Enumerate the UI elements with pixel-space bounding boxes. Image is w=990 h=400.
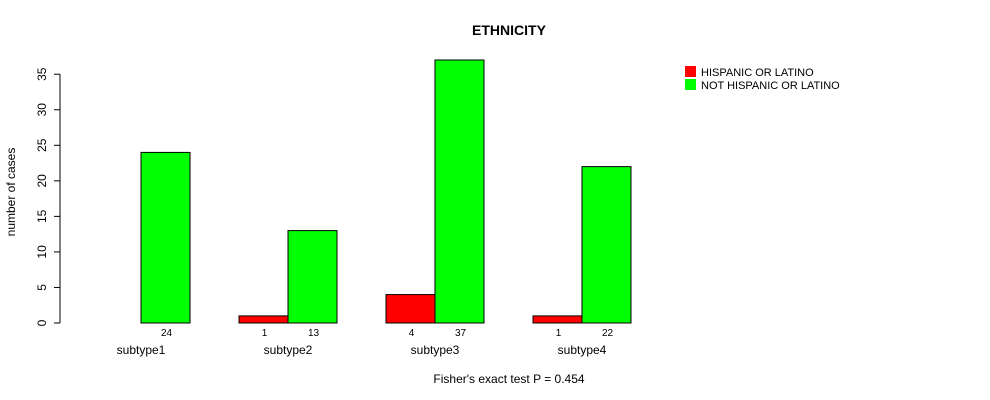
legend-swatch [685,79,696,90]
y-tick-label: 35 [35,67,49,81]
fisher-test-footnote: Fisher's exact test P = 0.454 [433,372,584,386]
bar-value-label: 1 [556,328,562,339]
y-axis: 0 5 10 15 20 25 30 35 [35,67,61,326]
y-tick-label: 15 [35,209,49,223]
bar-value-label: 22 [602,328,614,339]
legend-swatch [685,66,696,77]
bar-value-label: 13 [308,328,320,339]
category-labels-group: subtype1 subtype2 subtype3 subtype4 [117,343,607,357]
bar-subtype1-series-1 [140,151,191,324]
legend-label: NOT HISPANIC OR LATINO [701,80,840,92]
value-labels-group: 24 1 13 4 37 1 22 [161,328,614,339]
y-tick-label: 30 [35,103,49,117]
y-axis-label: number of cases [4,148,18,237]
category-label-subtype1: subtype1 [117,343,166,357]
bar-value-label: 4 [409,328,415,339]
category-label-subtype2: subtype2 [264,343,313,357]
legend-label: HISPANIC OR LATINO [701,67,814,79]
bar-value-label: 37 [455,328,467,339]
chart-title: ETHNICITY [472,22,547,38]
bar-subtype4-series-0 [532,315,583,324]
bar-subtype2-series-0 [238,315,289,324]
category-label-subtype3: subtype3 [411,343,460,357]
y-tick-label: 25 [35,138,49,152]
bar-subtype4-series-1 [581,166,632,324]
bar-subtype3-series-0 [385,294,436,324]
bar-value-label: 24 [161,328,173,339]
y-tick-label: 10 [35,245,49,259]
bars-group [140,59,632,324]
y-tick-label: 5 [35,284,49,291]
bar-subtype2-series-1 [287,230,338,324]
bar-value-label: 1 [262,328,268,339]
category-label-subtype4: subtype4 [558,343,607,357]
y-tick-label: 20 [35,174,49,188]
y-tick-label: 0 [35,319,49,326]
bar-subtype3-series-1 [434,59,485,324]
